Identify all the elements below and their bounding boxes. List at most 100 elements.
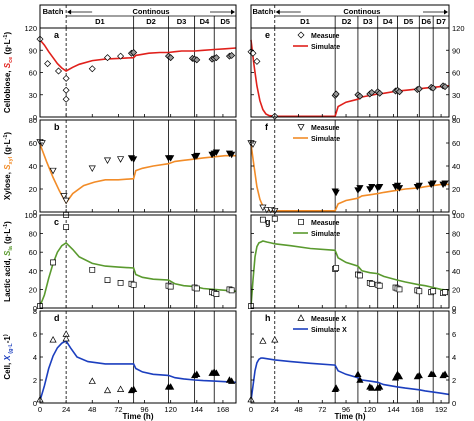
panel-f: 0 20 40 60 80 f Measure Simulate — [247, 116, 460, 217]
continuous-arrowhead — [275, 9, 280, 15]
panel-letter: a — [54, 30, 60, 40]
measure-point — [89, 266, 96, 273]
x-tick-label: 0 — [38, 405, 42, 414]
panel-b: 0 20 40 60 80 b Xylose, Sxyl (g·L-1) — [3, 116, 237, 217]
x-tick-label: 48 — [88, 405, 96, 414]
measure-point — [50, 259, 56, 266]
measure-point — [49, 336, 57, 343]
y-axis-title-part: Xylose, — [3, 170, 12, 200]
measure-point — [354, 370, 362, 377]
measure-point — [259, 216, 266, 223]
y-axis-title-part: S — [3, 62, 12, 68]
stage-label-batch: Batch — [252, 7, 273, 16]
legend-measure-marker — [297, 314, 305, 321]
legend-simulate-label: Simulate X — [311, 327, 347, 334]
measure-point — [356, 92, 364, 100]
y-tick-label: 60 — [452, 69, 460, 78]
measure-point — [429, 370, 437, 377]
measure-point — [103, 157, 112, 164]
y-axis-title: Cellobiose, Sce (g·L-1) — [3, 32, 14, 114]
measure-point — [259, 337, 267, 344]
x-tick-label: 144 — [191, 405, 204, 414]
x-tick-label: 168 — [411, 405, 424, 414]
y-axis-title: Lactic acid, Sla (g·L-1) — [3, 221, 14, 302]
y-axis-title-part: Cell, — [3, 361, 12, 380]
stage-label: D5 — [220, 17, 230, 26]
y-tick-label: 2 — [33, 376, 37, 385]
y-axis-title-part: (g·L — [3, 39, 12, 56]
measure-point — [395, 372, 404, 380]
continuous-arrowhead — [231, 9, 235, 15]
measure-point — [116, 156, 125, 163]
measure-point — [130, 281, 137, 288]
measure-point — [88, 377, 96, 384]
legend-measure-label: Measure — [311, 33, 340, 40]
y-tick-label: 60 — [29, 139, 37, 148]
measure-point — [441, 83, 449, 91]
y-tick-label: 80 — [452, 230, 460, 239]
panel-letter: d — [54, 313, 60, 323]
panel-a: 0 30 60 90 120 a Cellobiose, Sce (g·L-1) Batch C… — [3, 4, 237, 122]
measure-point — [429, 84, 437, 92]
y-tick-label: 0 — [452, 399, 456, 408]
legend-measure-marker — [297, 124, 305, 131]
y-tick-label: 20 — [452, 285, 460, 294]
measure-point — [395, 185, 404, 192]
simulate-line — [250, 357, 450, 401]
y-tick-label: 4 — [452, 353, 456, 362]
legend-simulate-label: Simulate — [311, 231, 340, 238]
measure-point — [368, 280, 375, 287]
plot-frame — [39, 27, 237, 118]
y-tick-label: 90 — [452, 46, 460, 55]
measure-point — [60, 193, 68, 200]
measure-point — [357, 272, 363, 279]
stage-label: D3 — [177, 17, 187, 26]
y-tick-label: 80 — [29, 230, 37, 239]
y-tick-label: 2 — [452, 376, 456, 385]
measure-point — [228, 377, 236, 384]
measure-point — [117, 279, 124, 286]
y-tick-label: 0 — [33, 208, 37, 217]
y-axis-title-part: xyl — [8, 156, 14, 164]
measure-point — [116, 385, 125, 392]
y-tick-label: 60 — [29, 69, 37, 78]
measure-point — [167, 155, 175, 162]
simulate-line — [39, 143, 236, 205]
y-tick-label: 60 — [29, 248, 37, 257]
measure-point — [130, 156, 138, 163]
y-tick-label: 0 — [452, 208, 456, 217]
measure-point — [356, 376, 364, 383]
measure-point — [62, 74, 70, 82]
stage-header: Batch Continous D1 D2 D3 D4 D5 — [39, 4, 237, 29]
y-tick-label: 0 — [452, 304, 456, 313]
measure-point — [271, 215, 278, 222]
y-tick-label: 0 — [33, 304, 37, 313]
measure-point — [376, 183, 384, 191]
stage-label: D6 — [421, 17, 431, 26]
stage-label: D5 — [404, 17, 414, 26]
measure-point — [368, 89, 376, 97]
y-tick-label: 40 — [29, 162, 37, 171]
x-tick-label: 24 — [271, 405, 279, 414]
measure-point — [441, 180, 449, 187]
measure-point — [228, 287, 235, 294]
panel-e: 0 30 60 90 120 e Measure Simulate Batch Continous… — [247, 4, 465, 122]
measure-point — [332, 189, 340, 197]
stage-label: D7 — [436, 17, 446, 26]
measure-point — [193, 285, 200, 292]
simulate-line — [39, 241, 237, 307]
continuous-arrowhead — [67, 9, 72, 15]
measure-point — [416, 288, 423, 295]
y-tick-label: 40 — [452, 267, 460, 276]
panel-letter: b — [54, 122, 60, 132]
measure-point — [368, 384, 376, 391]
y-axis-title-part: -1 — [3, 336, 12, 344]
measure-point — [253, 57, 261, 65]
y-tick-label: 40 — [29, 267, 37, 276]
x-tick-label: 72 — [318, 405, 326, 414]
measure-point — [396, 286, 403, 293]
